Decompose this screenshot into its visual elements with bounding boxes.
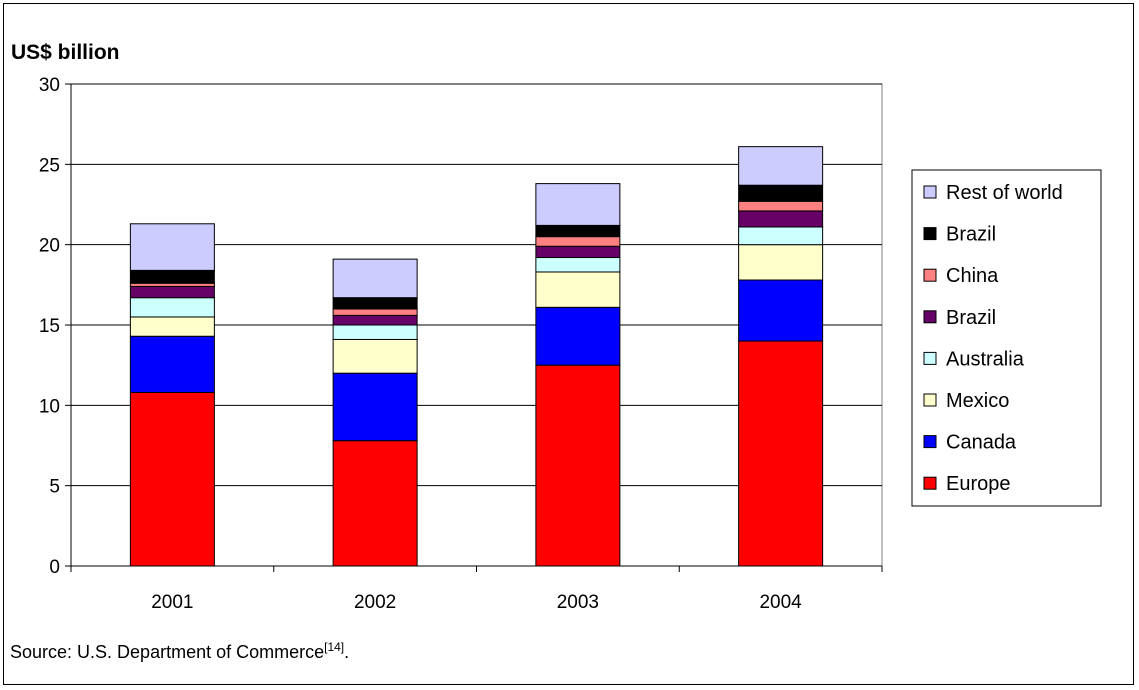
x-tick-label: 2004 <box>759 592 802 613</box>
bar-segment-canada <box>130 336 214 392</box>
bar-stack-2004 <box>739 147 823 566</box>
bar-segment-brazil <box>333 298 417 309</box>
source-note: Source: U.S. Department of Commerce[14]. <box>10 640 349 663</box>
y-axis-label: US$ billion <box>11 41 120 64</box>
legend: Rest of world Brazil China Brazil Australia M… <box>912 170 1101 506</box>
legend-label: Brazil <box>946 307 996 329</box>
x-tick-label: 2001 <box>151 592 193 613</box>
y-tick-label: 20 <box>39 236 60 257</box>
bar-segment-brazil <box>536 225 620 236</box>
bar-segment-rest-of-world <box>130 224 214 271</box>
bar-segment-australia <box>536 258 620 272</box>
legend-swatch <box>924 186 936 198</box>
source-ref: [14] <box>324 640 344 654</box>
bar-segment-mexico <box>536 272 620 307</box>
bar-segment-china <box>739 201 823 211</box>
legend-swatch <box>924 477 936 489</box>
legend-label: Canada <box>946 432 1017 454</box>
legend-label: Mexico <box>946 390 1009 412</box>
y-tick-label: 0 <box>49 557 60 578</box>
legend-swatch <box>924 436 936 448</box>
legend-label: Brazil <box>946 224 996 246</box>
legend-swatch <box>924 394 936 406</box>
bar-stack-2001 <box>130 224 214 566</box>
y-tick-label: 10 <box>39 396 60 417</box>
bar-segment-australia <box>333 325 417 339</box>
bar-segment-mexico <box>130 317 214 336</box>
bar-segment-mexico <box>333 339 417 373</box>
y-tick-label: 5 <box>49 477 60 498</box>
legend-swatch <box>924 228 936 240</box>
bar-segment-mexico <box>739 245 823 280</box>
x-tick-label: 2003 <box>557 592 599 613</box>
legend-box <box>912 170 1101 506</box>
bar-segment-china <box>536 237 620 247</box>
bar-segment-australia <box>130 298 214 317</box>
bar-segment-europe <box>130 392 214 566</box>
bar-stack-2003 <box>536 184 620 566</box>
y-tick-label: 25 <box>39 155 60 176</box>
x-tick-label: 2002 <box>354 592 396 613</box>
legend-label: China <box>946 265 999 287</box>
bar-segment-europe <box>739 341 823 566</box>
legend-label: Australia <box>946 348 1025 370</box>
bar-segment-canada <box>333 373 417 440</box>
bar-segment-rest-of-world <box>333 259 417 298</box>
bar-segment-brazil <box>739 185 823 201</box>
bar-segment-brazil <box>130 286 214 297</box>
bar-segment-brazil <box>536 246 620 257</box>
source-end: . <box>344 642 349 662</box>
bar-segment-china <box>333 309 417 315</box>
bar-segment-europe <box>333 441 417 566</box>
y-tick-label: 30 <box>39 75 60 96</box>
bar-segment-rest-of-world <box>536 184 620 226</box>
legend-swatch <box>924 269 936 281</box>
bar-segment-europe <box>536 365 620 566</box>
bar-segment-brazil <box>130 270 214 283</box>
bar-segment-australia <box>739 227 823 245</box>
legend-label: Rest of world <box>946 182 1063 204</box>
bar-stack-2002 <box>333 259 417 566</box>
bar-segment-rest-of-world <box>739 147 823 186</box>
x-tick-labels: 2001 2002 2003 2004 <box>151 592 802 613</box>
legend-label: Europe <box>946 473 1011 495</box>
legend-swatch <box>924 352 936 364</box>
y-tick-labels: 0 5 10 15 20 25 30 <box>39 75 60 578</box>
bar-segment-canada <box>739 280 823 341</box>
source-text: Source: U.S. Department of Commerce <box>10 642 324 662</box>
bar-segment-canada <box>536 307 620 365</box>
legend-swatch <box>924 311 936 323</box>
y-tick-label: 15 <box>39 316 60 337</box>
bar-segment-brazil <box>333 315 417 325</box>
bar-segment-brazil <box>739 211 823 227</box>
